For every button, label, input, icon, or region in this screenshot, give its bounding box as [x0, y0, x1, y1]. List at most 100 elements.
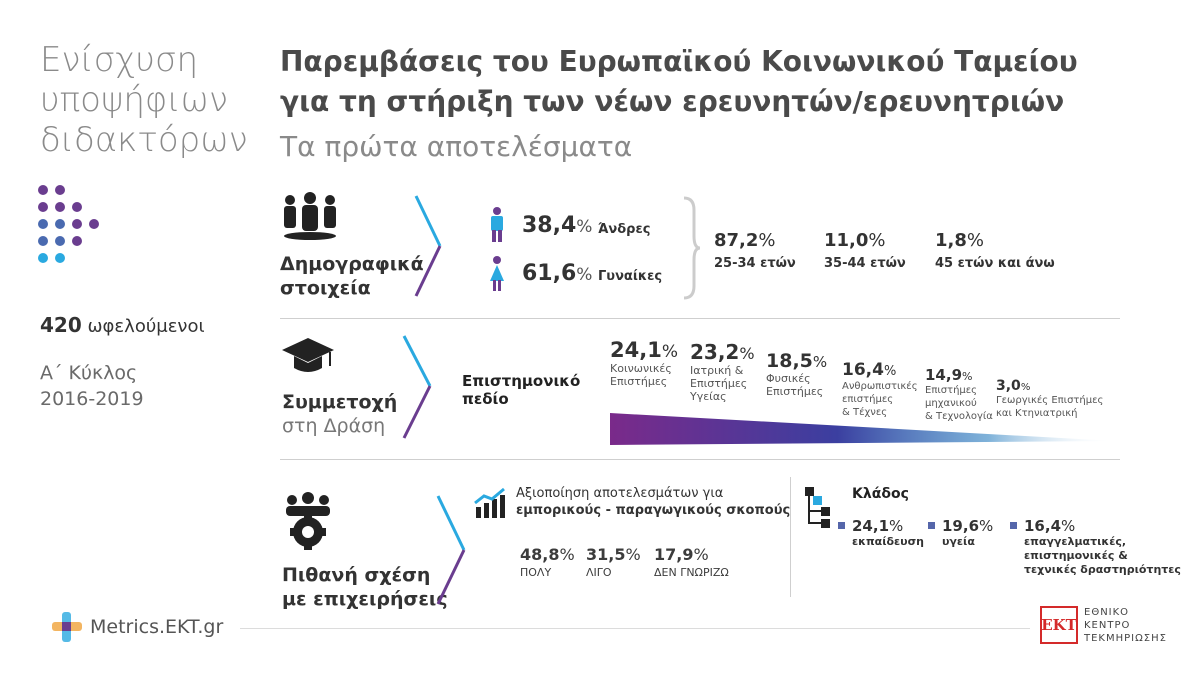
- exploit-label-line: εμπορικούς - παραγωγικούς σκοπούς: [516, 503, 791, 518]
- field-item: 23,2% Ιατρική & Επιστήμες Υγείας: [690, 340, 755, 403]
- dot: [55, 202, 65, 212]
- sector-item: 16,4% επαγγελματικές, επιστημονικές & τεχνι…: [1010, 517, 1181, 577]
- sector-value-number: 16,4: [1024, 517, 1062, 535]
- dot: [72, 219, 82, 229]
- percent-unit: %: [559, 545, 575, 564]
- ekt-logo-line: ΕΘΝΙΚΟ: [1084, 607, 1130, 618]
- exploit-value-label: ΔΕΝ ΓΝΩΡΙΖΩ: [654, 566, 729, 579]
- ekt-logo-mark: EKT: [1040, 606, 1078, 644]
- curly-brace-icon: [683, 196, 700, 300]
- cycle-years: 2016-2019: [40, 388, 144, 410]
- dot: [38, 219, 48, 229]
- percent-unit: %: [661, 342, 678, 362]
- sector-bullet: [838, 522, 845, 529]
- male-percent-value: 38,4: [522, 213, 577, 238]
- dots-arrow-icon: [38, 185, 99, 263]
- field-label-line: & Τέχνες: [842, 407, 888, 418]
- field-item: 3,0% Γεωργικές Επιστήμες και Κτηνιατρική: [996, 378, 1103, 420]
- side-title-line: υποψήφιων: [40, 80, 228, 120]
- percent-unit: %: [625, 545, 641, 564]
- field-label-line: Φυσικές: [766, 372, 811, 385]
- sector-label-line: επιστημονικές &: [1024, 549, 1128, 562]
- female-percent-value: 61,6: [522, 261, 577, 286]
- field-label-line: Επιστημονικό: [462, 372, 581, 390]
- field-item: 18,5% Φυσικές Επιστήμες: [766, 350, 827, 398]
- field-item: 24,1% Κοινωνικές Επιστήμες: [610, 338, 678, 388]
- sector-bullet: [928, 522, 935, 529]
- exploit-value: 17,9%: [654, 545, 709, 564]
- field-label-line: πεδίο: [462, 390, 509, 408]
- exploit-value-label: ΠΟΛΥ: [520, 566, 552, 579]
- sector-distribution: 24,1% εκπαίδευση 19,6% υγεία 16,4% επαγγελματ…: [838, 517, 1181, 597]
- field-value: 23,2%: [690, 340, 755, 364]
- beneficiaries: 420 ωφελούμενοι: [40, 313, 205, 337]
- dot: [55, 219, 65, 229]
- participation-label-line: στη Δράση: [282, 415, 386, 437]
- field-value: 24,1%: [610, 338, 678, 362]
- demographics-label-line: στοιχεία: [280, 277, 371, 299]
- percent-unit: %: [693, 545, 709, 564]
- percent-unit: %: [739, 344, 755, 363]
- side-title-line: Ενίσχυση: [40, 40, 199, 80]
- male-label: Άνδρες: [598, 222, 651, 237]
- dot: [38, 202, 48, 212]
- chevron-right-icon: [436, 495, 466, 605]
- dot: [72, 236, 82, 246]
- field-label: Επιστημονικό πεδίο: [462, 372, 580, 408]
- age-value-number: 1,8: [935, 230, 967, 251]
- footer-divider: [240, 628, 1030, 629]
- page-title-line: Παρεμβάσεις του Ευρωπαϊκού Κοινωνικού Τα…: [280, 45, 1078, 78]
- sector-item: 19,6% υγεία: [928, 517, 993, 549]
- sector-label-line: υγεία: [942, 535, 975, 548]
- field-label-line: Ανθρωπιστικές: [842, 381, 918, 392]
- field-label-line: Ιατρική &: [690, 364, 744, 377]
- beneficiaries-label: ωφελούμενοι: [87, 316, 205, 337]
- dot: [38, 236, 48, 246]
- field-label-line: μηχανικού: [925, 398, 977, 409]
- field-label-line: Υγείας: [690, 390, 727, 403]
- participation-label: Συμμετοχή στη Δράση: [282, 390, 397, 438]
- dot: [72, 202, 82, 212]
- sector-item: 24,1% εκπαίδευση: [838, 517, 924, 549]
- team-gear-icon: [286, 492, 330, 550]
- sector-value: 24,1%: [852, 517, 924, 535]
- business-label-line: Πιθανή σχέση: [282, 564, 431, 586]
- ekt-logo-text: ΕΘΝΙΚΟ ΚΕΝΤΡΟ ΤΕΚΜΗΡΙΩΣΗΣ: [1084, 606, 1167, 645]
- chevron-right-icon: [414, 195, 442, 297]
- side-title-line: διδακτόρων: [40, 120, 248, 160]
- sector-value-number: 24,1: [852, 517, 890, 535]
- dot: [55, 236, 65, 246]
- sector-value: 16,4%: [1024, 517, 1181, 535]
- hierarchy-icon: [805, 487, 830, 528]
- sector-value: 19,6%: [942, 517, 993, 535]
- field-label-line: Επιστήμες: [925, 385, 978, 396]
- metrics-logo-text: Metrics.EKT.gr: [90, 616, 224, 638]
- vertical-divider: [790, 477, 791, 597]
- chevron-right-icon: [402, 335, 432, 439]
- side-title: Ενίσχυση υποψήφιων διδακτόρων: [40, 40, 248, 160]
- page-title: Παρεμβάσεις του Ευρωπαϊκού Κοινωνικού Τα…: [280, 42, 1078, 122]
- exploit-value-number: 48,8: [520, 545, 560, 564]
- field-value-number: 23,2: [690, 340, 740, 364]
- exploit-value: 48,8%: [520, 545, 575, 564]
- percent-unit: %: [576, 217, 593, 237]
- divider: [280, 459, 1120, 460]
- cycle-name: Α΄ Κύκλος: [40, 362, 138, 384]
- ekt-logo-line: ΤΕΚΜΗΡΙΩΣΗΣ: [1084, 633, 1167, 644]
- age-value-number: 87,2: [714, 230, 759, 251]
- exploit-value-label: ΛΙΓΟ: [586, 566, 612, 579]
- age-value: 11,0%: [824, 230, 886, 251]
- dot: [55, 185, 65, 195]
- field-value-number: 14,9: [925, 366, 963, 384]
- exploit-value-number: 31,5: [586, 545, 626, 564]
- field-label-line: επιστήμες: [842, 394, 894, 405]
- ekt-logo-line: ΚΕΝΤΡΟ: [1084, 620, 1131, 631]
- page-subtitle: Τα πρώτα αποτελέσματα: [280, 130, 633, 163]
- field-value: 14,9%: [925, 366, 993, 384]
- percent-unit: %: [979, 517, 994, 535]
- age-value: 1,8%: [935, 230, 984, 251]
- percent-unit: %: [883, 364, 897, 379]
- field-value-number: 24,1: [610, 338, 662, 362]
- exploit-label-line: Αξιοποίηση αποτελεσμάτων για: [516, 486, 724, 501]
- sector-label: Κλάδος: [852, 486, 909, 502]
